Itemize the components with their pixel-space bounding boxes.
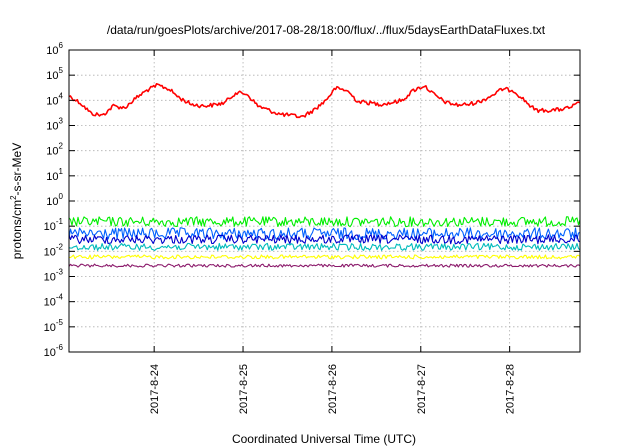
x-tick-label: 2017-8-25 — [238, 364, 250, 414]
y-tick-base: 10 — [44, 272, 56, 284]
x-tick-label: 2017-8-26 — [327, 364, 339, 414]
series-line-4 — [68, 242, 581, 251]
x-tick-label: 2017-8-24 — [149, 364, 161, 414]
y-tick-label: 101 — [46, 167, 63, 183]
y-tick-exponent: 5 — [59, 66, 64, 75]
y-axis-title: protons/cm2-s-sr-MeV — [9, 143, 24, 259]
y-tick-label: 103 — [46, 117, 63, 133]
y-tick-exponent: 2 — [59, 142, 64, 151]
y-tick-label: 100 — [46, 192, 63, 208]
y-tick-exponent: -6 — [56, 343, 64, 352]
y-tick-label: 10-4 — [44, 293, 64, 309]
y-tick-exponent: 1 — [59, 167, 64, 176]
y-tick-exponent: 0 — [59, 192, 64, 201]
y-tick-base: 10 — [46, 45, 58, 57]
y-tick-base: 10 — [44, 221, 56, 233]
series-line-5 — [68, 254, 581, 260]
y-tick-base: 10 — [44, 322, 56, 334]
y-tick-label: 10-2 — [44, 242, 64, 258]
y-tick-base: 10 — [44, 297, 56, 309]
x-tick-label: 2017-8-28 — [505, 364, 517, 414]
y-tick-exponent: -1 — [56, 217, 64, 226]
y-tick-base: 10 — [46, 171, 58, 183]
y-tick-exponent: 4 — [59, 91, 64, 100]
x-tick-label: 2017-8-27 — [416, 364, 428, 414]
y-tick-exponent: -2 — [56, 242, 64, 251]
y-axis-title-suffix: -s-sr-MeV — [10, 143, 24, 196]
y-tick-base: 10 — [46, 70, 58, 82]
chart-title: /data/run/goesPlots/archive/2017-08-28/1… — [107, 23, 546, 37]
x-axis-title: Coordinated Universal Time (UTC) — [232, 432, 416, 446]
series-line-6 — [68, 263, 581, 268]
y-tick-base: 10 — [46, 95, 58, 107]
y-tick-exponent: -5 — [56, 318, 64, 327]
y-tick-base: 10 — [44, 246, 56, 258]
y-tick-label: 105 — [46, 66, 63, 82]
y-tick-exponent: -3 — [56, 268, 64, 277]
y-tick-label: 10-1 — [44, 217, 64, 233]
series-layer — [68, 83, 581, 268]
y-tick-base: 10 — [46, 121, 58, 133]
y-tick-exponent: 3 — [59, 117, 64, 126]
series-line-2 — [68, 227, 581, 241]
y-tick-exponent: 6 — [59, 41, 64, 50]
y-tick-base: 10 — [46, 196, 58, 208]
y-tick-label: 10-6 — [44, 343, 64, 359]
axis-layer: 10-610-510-410-310-210-11001011021031041… — [44, 41, 580, 414]
y-axis-title-prefix: protons/cm — [10, 200, 24, 259]
grid-layer — [69, 50, 580, 352]
y-tick-base: 10 — [46, 146, 58, 158]
y-axis-title-superscript: 2 — [9, 195, 18, 200]
y-tick-base: 10 — [44, 347, 56, 359]
y-tick-label: 10-5 — [44, 318, 64, 334]
y-tick-label: 106 — [46, 41, 63, 57]
y-tick-label: 102 — [46, 142, 63, 158]
series-line-0 — [68, 83, 581, 119]
series-line-3 — [68, 234, 581, 245]
series-line-1 — [68, 216, 581, 228]
y-tick-label: 104 — [46, 91, 63, 107]
y-tick-label: 10-3 — [44, 268, 64, 284]
y-tick-exponent: -4 — [56, 293, 64, 302]
